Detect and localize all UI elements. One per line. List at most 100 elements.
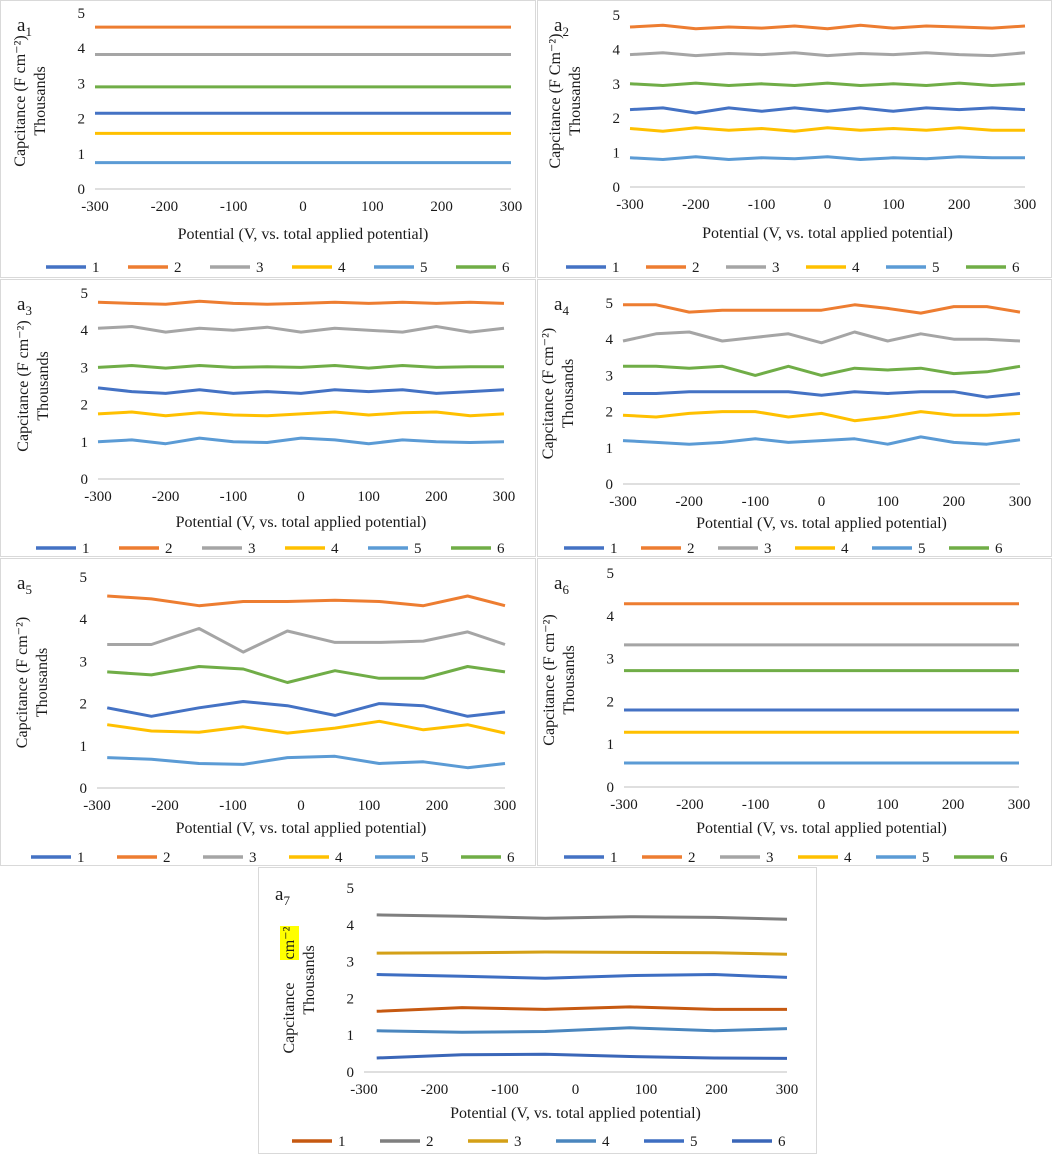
series-line-3 bbox=[97, 325, 505, 334]
y-axis-label: Capcitance (F cm⁻²) bbox=[14, 617, 31, 748]
y-tick-label: 2 bbox=[81, 398, 89, 414]
series-line-1 bbox=[623, 390, 1021, 399]
x-tick-label: 0 bbox=[818, 494, 826, 510]
chart-panel-a4: 0 1 2 3 4 5 -300 -200 -100 0 100 200 300 a4 Capcitance… bbox=[537, 279, 1052, 557]
y-tick-label: 1 bbox=[613, 146, 621, 162]
y-axis-unit: Thousands bbox=[567, 66, 584, 135]
series-line-4 bbox=[622, 410, 1021, 423]
y-tick-label: 4 bbox=[613, 42, 621, 58]
y-axis-label-text: Capcitance (F cm⁻²) bbox=[541, 614, 558, 745]
legend-item-6: 6 bbox=[456, 260, 510, 276]
panel-label: a5 bbox=[17, 573, 32, 597]
y-axis-label-text: Capcitance (F cm⁻²) bbox=[14, 617, 31, 748]
y-axis-unit: Thousands bbox=[35, 351, 52, 420]
x-tick-label: 0 bbox=[824, 197, 832, 213]
y-tick-label: 0 bbox=[613, 180, 621, 196]
series-line-2 bbox=[629, 23, 1026, 31]
x-tick-label: -200 bbox=[676, 797, 704, 813]
y-axis-label: Capcitance (F cm⁻²) bbox=[12, 35, 29, 166]
panel-label: a7 bbox=[275, 884, 290, 908]
y-axis-label-text: Capcitance (F cm⁻²) bbox=[540, 328, 557, 459]
x-tick-label: 300 bbox=[493, 489, 516, 505]
series-line-6 bbox=[97, 364, 504, 370]
panel-label: a1 bbox=[17, 15, 32, 39]
y-tick-label: 1 bbox=[78, 147, 86, 163]
series-line-2 bbox=[376, 913, 788, 921]
x-tick-label: -200 bbox=[151, 199, 179, 215]
legend-item-2: 2 bbox=[117, 850, 171, 866]
x-tick-label: -300 bbox=[350, 1082, 378, 1098]
legend-label: 3 bbox=[249, 850, 257, 866]
series-line-6 bbox=[629, 81, 1026, 87]
series-line-1 bbox=[376, 1005, 787, 1013]
x-tick-label: -100 bbox=[748, 197, 776, 213]
legend-label: 2 bbox=[174, 260, 182, 276]
x-axis-label: Potential (V, vs. total applied potentia… bbox=[178, 226, 429, 243]
series-line-2 bbox=[107, 594, 506, 608]
legend-label: 6 bbox=[995, 541, 1003, 557]
legend-item-3: 3 bbox=[210, 260, 264, 276]
x-tick-label: 100 bbox=[876, 797, 899, 813]
y-axis-label: Capcitance bbox=[281, 982, 298, 1053]
legend-item-3: 3 bbox=[726, 260, 780, 276]
legend-item-3: 3 bbox=[718, 541, 772, 557]
legend-item-5: 5 bbox=[876, 850, 930, 866]
x-tick-label: 200 bbox=[942, 797, 965, 813]
y-tick-label: 3 bbox=[80, 654, 88, 670]
x-tick-label: 200 bbox=[426, 798, 449, 814]
legend-label: 5 bbox=[690, 1134, 698, 1150]
legend-label: 1 bbox=[82, 541, 90, 557]
x-tick-label: -200 bbox=[421, 1082, 449, 1098]
x-axis-label: Potential (V, vs. total applied potentia… bbox=[696, 820, 947, 837]
series-line-6 bbox=[623, 364, 1021, 377]
legend-label: 4 bbox=[602, 1134, 610, 1150]
legend-item-3: 3 bbox=[202, 541, 256, 557]
legend-label: 5 bbox=[932, 260, 940, 276]
x-tick-label: 0 bbox=[299, 199, 307, 215]
panel-subscript: 3 bbox=[25, 303, 32, 318]
panel-subscript: 6 bbox=[562, 582, 569, 597]
x-axis-label: Potential (V, vs. total applied potentia… bbox=[176, 514, 427, 531]
y-tick-label: 0 bbox=[78, 182, 86, 198]
x-axis-label: Potential (V, vs. total applied potentia… bbox=[696, 515, 947, 532]
x-tick-label: -100 bbox=[220, 199, 248, 215]
legend-label: 2 bbox=[165, 541, 173, 557]
panel-subscript: 1 bbox=[25, 24, 32, 39]
series-line-3 bbox=[376, 950, 788, 956]
x-tick-label: 0 bbox=[297, 798, 305, 814]
legend-item-1: 1 bbox=[566, 260, 620, 276]
legend-label: 1 bbox=[92, 260, 100, 276]
panel-letter: a bbox=[275, 884, 284, 905]
x-tick-label: -200 bbox=[152, 489, 180, 505]
legend-item-4: 4 bbox=[292, 260, 346, 276]
y-tick-label: 0 bbox=[347, 1065, 355, 1081]
x-tick-label: 200 bbox=[425, 489, 448, 505]
legend-label: 3 bbox=[248, 541, 256, 557]
y-tick-label: 1 bbox=[81, 435, 89, 451]
y-tick-label: 5 bbox=[347, 881, 355, 897]
x-tick-label: 200 bbox=[705, 1082, 728, 1098]
legend-item-6: 6 bbox=[966, 260, 1020, 276]
legend-item-5: 5 bbox=[374, 260, 428, 276]
series-line-5 bbox=[376, 973, 788, 980]
legend-item-5: 5 bbox=[872, 541, 926, 557]
legend-label: 1 bbox=[77, 850, 85, 866]
legend-label: 6 bbox=[507, 850, 515, 866]
y-tick-label: 3 bbox=[606, 368, 614, 384]
panel-label: a2 bbox=[554, 15, 569, 39]
legend-label: 2 bbox=[426, 1134, 434, 1150]
x-axis-label: Potential (V, vs. total applied potentia… bbox=[702, 225, 953, 242]
series-line-5 bbox=[629, 155, 1025, 161]
legend-item-6: 6 bbox=[949, 541, 1003, 557]
legend-item-5: 5 bbox=[375, 850, 429, 866]
legend-item-5: 5 bbox=[644, 1134, 698, 1150]
legend-item-2: 2 bbox=[128, 260, 182, 276]
chart-panel-a5: 0 1 2 3 4 5 -300 -200 -100 0 100 200 300 a5 Capcitance… bbox=[0, 558, 536, 866]
y-tick-label: 5 bbox=[81, 286, 89, 302]
panel-subscript: 5 bbox=[25, 582, 32, 597]
legend-item-5: 5 bbox=[368, 541, 422, 557]
x-axis-label: Potential (V, vs. total applied potentia… bbox=[176, 820, 427, 837]
